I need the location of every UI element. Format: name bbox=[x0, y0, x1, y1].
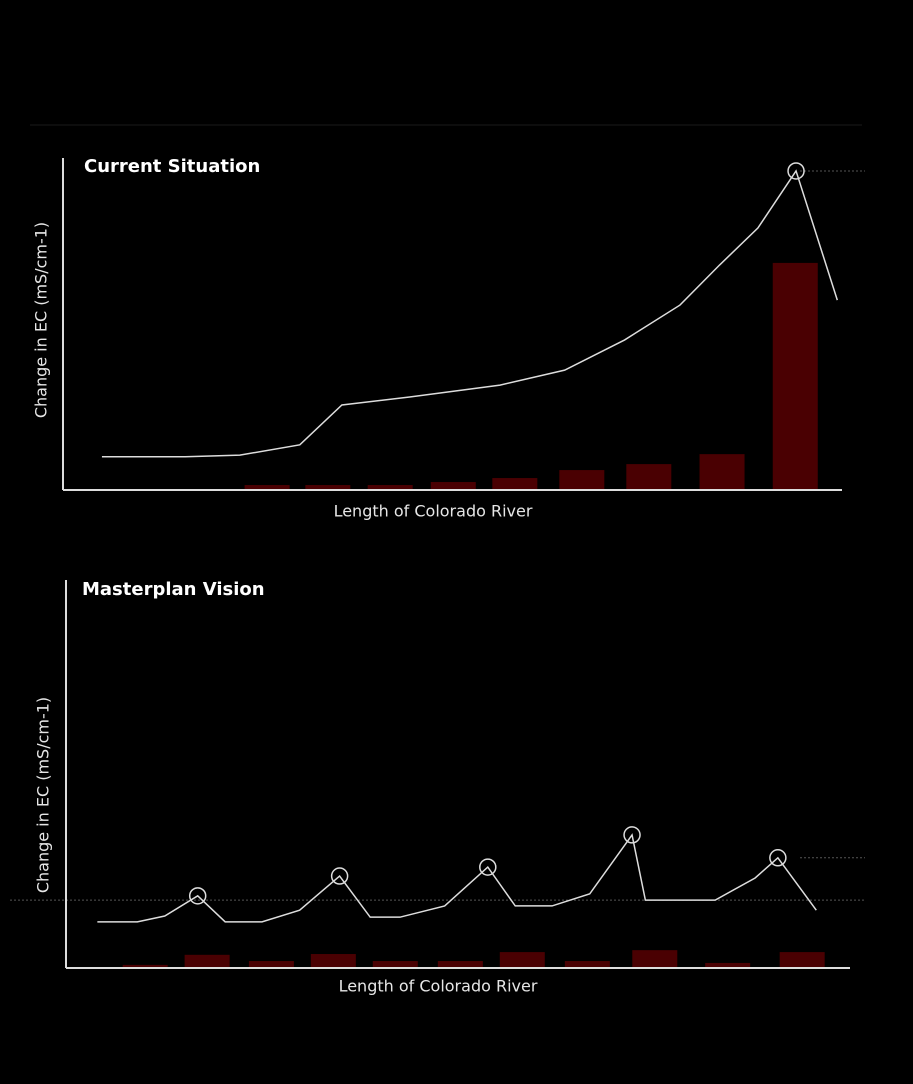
bar bbox=[305, 485, 351, 490]
bar bbox=[184, 954, 230, 968]
bar bbox=[559, 470, 605, 490]
chart-title: Current Situation bbox=[84, 156, 260, 177]
line-series bbox=[101, 169, 839, 458]
bar bbox=[244, 485, 290, 490]
highlight-marker bbox=[330, 867, 349, 885]
bar bbox=[122, 964, 168, 968]
bar bbox=[310, 954, 356, 968]
bar bbox=[437, 961, 483, 968]
bar bbox=[248, 961, 294, 968]
highlight-marker bbox=[623, 826, 641, 844]
bar bbox=[564, 961, 610, 968]
bar bbox=[430, 482, 476, 490]
bar bbox=[705, 962, 751, 968]
chart-title: Masterplan Vision bbox=[82, 579, 265, 600]
bar bbox=[772, 262, 818, 490]
bar bbox=[779, 952, 825, 968]
highlight-marker bbox=[787, 162, 805, 180]
x-axis-label: Length of Colorado River bbox=[339, 977, 538, 996]
highlight-marker bbox=[479, 858, 497, 876]
bar bbox=[372, 961, 418, 968]
highlight-marker bbox=[188, 887, 207, 905]
bar bbox=[626, 464, 672, 490]
line-series bbox=[97, 833, 817, 923]
highlight-marker bbox=[769, 849, 787, 867]
x-axis-label: Length of Colorado River bbox=[334, 502, 533, 521]
y-axis-label: Change in EC (mS/cm-1) bbox=[32, 222, 51, 418]
bar bbox=[699, 454, 745, 490]
bar bbox=[499, 952, 545, 968]
bar bbox=[632, 950, 678, 968]
y-axis-label: Change in EC (mS/cm-1) bbox=[34, 697, 53, 893]
bar bbox=[492, 478, 538, 490]
bar bbox=[367, 485, 413, 490]
